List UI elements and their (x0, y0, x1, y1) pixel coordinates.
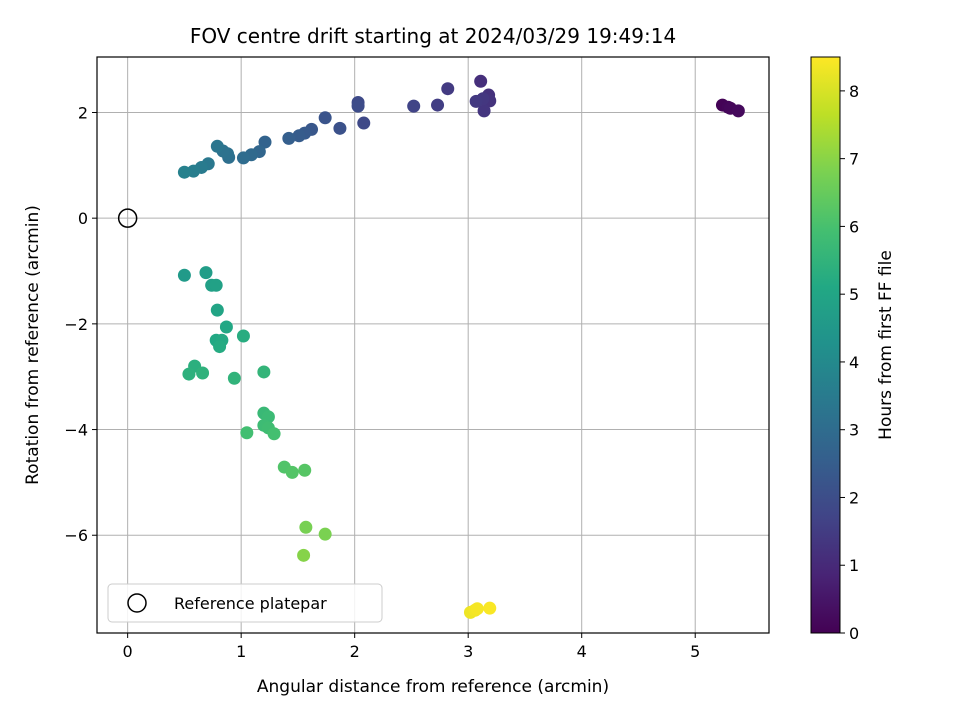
colorbar-tick-label: 2 (849, 488, 859, 507)
y-tick-label: 2 (78, 103, 88, 122)
y-tick-label: −6 (64, 526, 88, 545)
data-point (182, 367, 196, 381)
y-axis-title: Rotation from reference (arcmin) (23, 205, 43, 485)
data-point (285, 465, 299, 479)
x-tick-label: 5 (690, 642, 700, 661)
colorbar-tick-label: 5 (849, 285, 859, 304)
data-point (407, 99, 421, 113)
plot-background (97, 57, 769, 633)
data-point (299, 520, 313, 534)
data-point (297, 548, 311, 562)
data-point (441, 82, 455, 96)
data-point (477, 104, 491, 118)
data-point (731, 104, 745, 118)
data-point (196, 366, 210, 380)
colorbar-tick-label: 8 (849, 82, 859, 101)
colorbar-tick-label: 3 (849, 421, 859, 440)
x-axis-ticks: 0 1 2 3 4 5 (123, 633, 700, 661)
colorbar-label: Hours from first FF file (876, 250, 896, 440)
colorbar-tick-label: 7 (849, 150, 859, 169)
x-tick-label: 0 (123, 642, 133, 661)
data-point (298, 463, 312, 477)
data-point (469, 94, 483, 108)
data-point (333, 121, 347, 135)
y-tick-label: −4 (64, 421, 88, 440)
colorbar-gradient (810, 56, 841, 634)
data-point (210, 303, 224, 317)
data-point (209, 278, 223, 292)
data-point (177, 268, 191, 282)
data-point (219, 320, 233, 334)
x-tick-label: 1 (236, 642, 246, 661)
data-point (258, 135, 272, 149)
legend: Reference platepar (107, 583, 383, 623)
data-point (318, 527, 332, 541)
data-point (236, 151, 250, 165)
data-point (177, 165, 191, 179)
legend-label: Reference platepar (174, 594, 327, 613)
data-point (227, 371, 241, 385)
colorbar-tick-label: 0 (849, 624, 859, 643)
colorbar-tick-label: 1 (849, 556, 859, 575)
plot-frame (96, 56, 770, 634)
data-point (470, 602, 484, 616)
colorbar-tick-label: 4 (849, 353, 859, 372)
reference-marker (117, 208, 138, 228)
data-point (257, 365, 271, 379)
x-tick-label: 4 (577, 642, 587, 661)
y-tick-label: −2 (64, 315, 88, 334)
data-point (199, 266, 213, 280)
x-tick-label: 2 (350, 642, 360, 661)
y-tick-label: 0 (78, 209, 88, 228)
data-point (357, 116, 371, 130)
data-point (267, 427, 281, 441)
data-point (282, 131, 296, 145)
legend-marker (127, 593, 147, 613)
data-point (351, 99, 365, 113)
data-point (240, 426, 254, 440)
grid-lines (97, 57, 769, 633)
data-point (292, 129, 306, 143)
data-point (474, 74, 488, 88)
x-axis-title: Angular distance from reference (arcmin) (257, 677, 609, 697)
y-axis-ticks: −6 −4 −2 0 2 (64, 103, 97, 545)
scatter-points (177, 74, 745, 619)
data-point (213, 340, 227, 354)
x-tick-label: 3 (463, 642, 473, 661)
data-point (236, 329, 250, 343)
plot-area: 0 1 2 3 4 5 −6 −4 −2 0 2 Reference platepar (64, 56, 770, 661)
data-point (431, 98, 445, 112)
colorbar-ticks: 0 1 2 3 4 5 6 7 8 (840, 82, 859, 643)
chart-title: FOV centre drift starting at 2024/03/29 … (190, 24, 676, 48)
data-point (210, 139, 224, 153)
colorbar-tick-label: 6 (849, 217, 859, 236)
legend-box (107, 583, 383, 623)
data-point (483, 601, 497, 615)
colorbar: 0 1 2 3 4 5 6 7 8 Hours from first FF file (810, 56, 896, 643)
data-point (318, 111, 332, 125)
